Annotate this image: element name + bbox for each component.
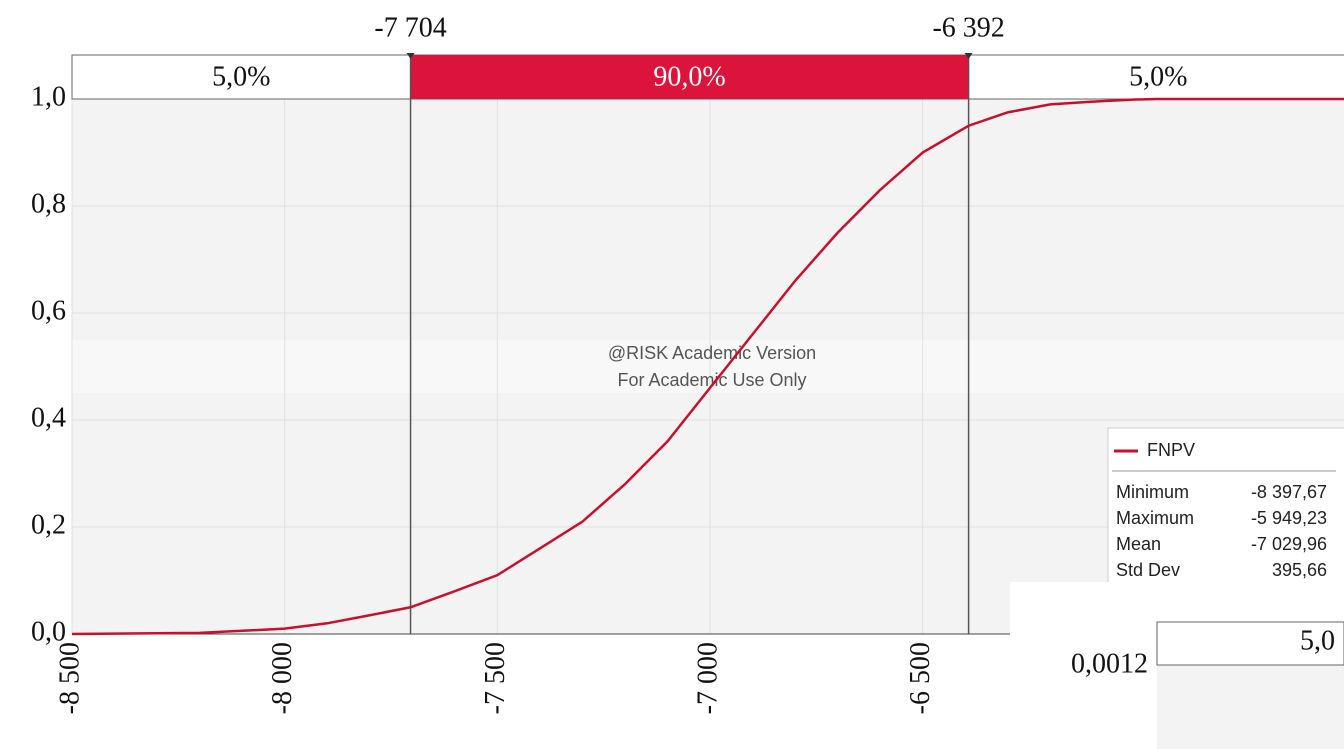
stat-value: -8 397,67: [1251, 482, 1327, 502]
delimiter-label: -7 704: [374, 12, 446, 43]
stat-name: Minimum: [1116, 482, 1189, 502]
watermark: For Academic Use Only: [617, 370, 806, 390]
delimiter-label: -6 392: [932, 12, 1004, 43]
x-tick-label: -7 000: [692, 642, 723, 714]
region-label: 5,0%: [1129, 61, 1187, 92]
y-tick-label: 0,8: [31, 188, 66, 219]
stat-value: 395,66: [1272, 560, 1327, 580]
inset-band: [1156, 621, 1344, 666]
delimiter-handle: [964, 53, 973, 59]
y-tick-label: 0,0: [31, 616, 66, 647]
inset-plot: [1157, 665, 1344, 749]
region-label: 90,0%: [653, 61, 725, 92]
region-label: 5,0%: [212, 61, 270, 92]
inset-band-label: 5,0: [1300, 625, 1335, 656]
inset-y-tick-label: 0,0012: [1071, 648, 1148, 679]
y-tick-label: 0,4: [31, 402, 66, 433]
y-tick-label: 0,6: [31, 295, 66, 326]
stat-name: Maximum: [1116, 508, 1194, 528]
stat-value: -5 949,23: [1251, 508, 1327, 528]
stat-value: -7 029,96: [1251, 534, 1327, 554]
y-tick-label: 0,2: [31, 509, 66, 540]
y-tick-label: 1,0: [31, 81, 66, 112]
stat-name: Std Dev: [1116, 560, 1180, 580]
watermark: @RISK Academic Version: [608, 343, 816, 363]
watermark-band: [72, 340, 1344, 393]
series-line: [71, 97, 1344, 636]
x-tick-label: -8 000: [267, 642, 298, 714]
delimiter-handle: [406, 53, 415, 59]
legend-label: FNPV: [1147, 440, 1195, 460]
stat-name: Mean: [1116, 534, 1161, 554]
x-tick-label: -6 500: [905, 642, 936, 714]
x-tick-label: -7 500: [480, 642, 511, 714]
x-tick-label: -8 500: [54, 642, 85, 714]
legend-box: [1107, 427, 1344, 599]
middle-region: [410, 55, 969, 99]
